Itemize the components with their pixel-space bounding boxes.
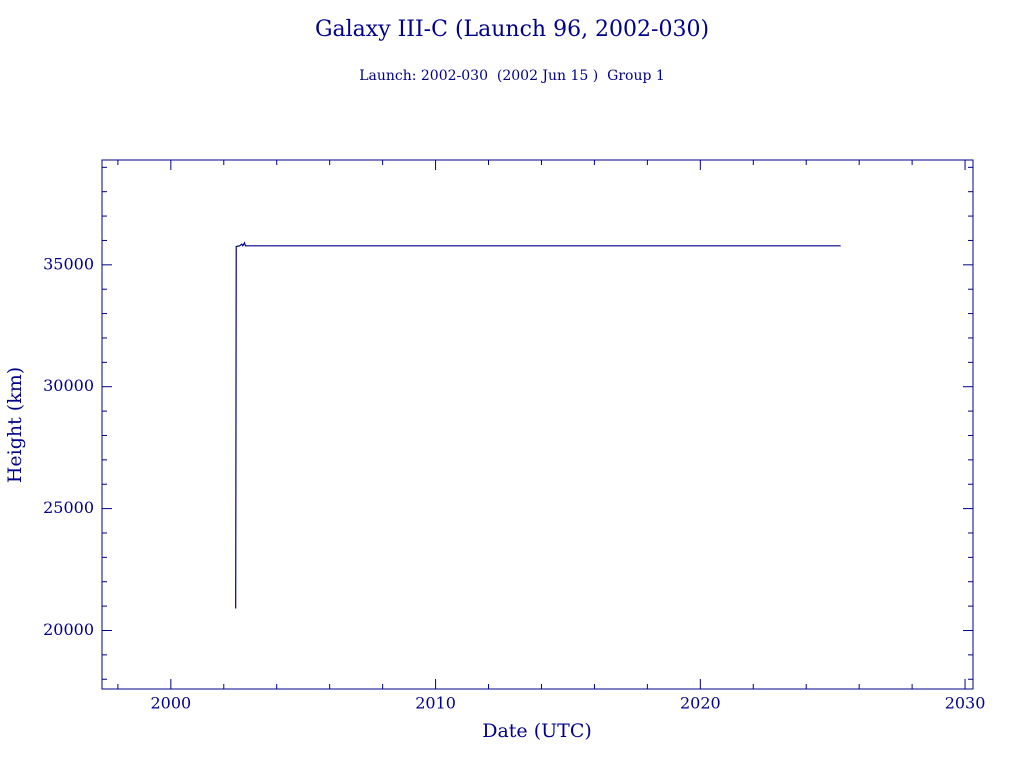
y-tick-label: 30000 [43, 376, 94, 395]
x-axis-label: Date (UTC) [482, 720, 592, 742]
chart-subtitle: Launch: 2002-030 (2002 Jun 15 ) Group 1 [359, 68, 665, 84]
y-axis-label: Height (km) [4, 367, 26, 483]
x-tick-label: 2000 [150, 694, 191, 713]
x-tick-label: 2020 [680, 694, 721, 713]
x-tick-label: 2030 [945, 694, 986, 713]
y-tick-label: 25000 [43, 498, 94, 517]
y-tick-label: 35000 [43, 254, 94, 273]
data-line [235, 241, 841, 609]
chart-title: Galaxy III-C (Launch 96, 2002-030) [315, 17, 709, 42]
plot-frame [101, 159, 974, 690]
x-tick-label: 2010 [415, 694, 456, 713]
y-tick-label: 20000 [43, 620, 94, 639]
